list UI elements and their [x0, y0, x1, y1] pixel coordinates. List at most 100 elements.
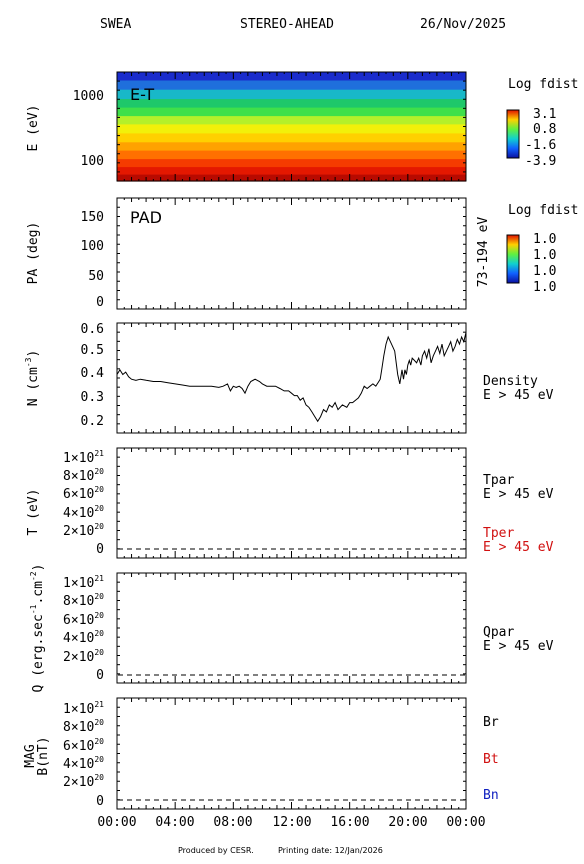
pa-axis-label: PA (deg) — [26, 222, 41, 285]
b-tick-label: 4×1020 — [63, 755, 104, 772]
energy-time-label: E-T — [130, 85, 154, 104]
pad-colorbar-label: 1.0 — [533, 232, 556, 247]
energy-band — [117, 107, 466, 117]
qpar-label: Qpar — [483, 625, 514, 640]
br-label: Br — [483, 715, 499, 730]
b-tick-label: 8×1020 — [63, 718, 104, 735]
pad-colorbar — [506, 234, 520, 284]
axis-ticks — [116, 72, 467, 809]
tpar-label: Tpar — [483, 473, 514, 488]
q-tick-label: 6×1020 — [63, 611, 104, 628]
q-tick-label: 0 — [96, 668, 104, 683]
q-tick-label: 4×1020 — [63, 629, 104, 646]
density-tick-label: 0.3 — [81, 390, 104, 405]
et-colorbar-label: -3.9 — [525, 154, 556, 169]
et-colorbar — [506, 109, 520, 159]
heat-flux-frame — [116, 572, 467, 684]
b-axis-label: B(nT) — [36, 736, 51, 775]
pa-tick-label: 50 — [88, 269, 104, 284]
et-colorbar-label: 0.8 — [533, 122, 556, 137]
pad-colorbar-label: 1.0 — [533, 264, 556, 279]
heat-flux-panel: 1×1021 8×1020 6×1020 4×1020 2×1020 0 Q (… — [29, 564, 554, 693]
pitch-angle-frame — [116, 197, 467, 310]
energy-band — [117, 150, 466, 160]
t-tick-label: 0 — [96, 542, 104, 557]
energy-axis-label: E (eV) — [26, 105, 41, 152]
footer-producer: Produced by CESR. — [178, 846, 254, 855]
q-tick-label: 1×1021 — [63, 574, 104, 591]
pad-colorbar-label: 1.0 — [533, 280, 556, 295]
instrument-title: SWEA — [100, 17, 131, 32]
energy-band — [117, 167, 466, 176]
energy-time-spectrogram — [117, 72, 466, 182]
heat-flux-axis-label: Q (erg.sec-1.cm-2) — [29, 564, 46, 693]
qpar-energy-label: E > 45 eV — [483, 639, 554, 654]
energy-time-panel: E-T 1000 100 E (eV) Log fdist 3.1 0.8 -1… — [26, 71, 578, 182]
time-tick-label: 20:00 — [388, 815, 427, 830]
temperature-tick-labels: 1×1021 8×1020 6×1020 4×1020 2×1020 0 — [63, 449, 104, 557]
pa-energy-range-label: 73-194 eV — [476, 217, 491, 288]
pa-tick-label: 0 — [96, 295, 104, 310]
t-tick-label: 1×1021 — [63, 449, 104, 466]
b-tick-label: 0 — [96, 794, 104, 809]
t-tick-label: 4×1020 — [63, 504, 104, 521]
density-series-label: Density — [483, 374, 538, 389]
time-axis: 00:00 04:00 08:00 12:00 16:00 20:00 00:0… — [97, 815, 485, 830]
pa-tick-label: 100 — [81, 239, 104, 254]
spacecraft-title: STEREO-AHEAD — [240, 17, 334, 32]
energy-band — [117, 89, 466, 100]
energy-band — [117, 124, 466, 135]
et-colorbar-label: 3.1 — [533, 107, 556, 122]
q-tick-label: 2×1020 — [63, 648, 104, 665]
pad-colorbar-title: Log fdist — [508, 203, 578, 218]
temperature-axis-label: T (eV) — [26, 489, 41, 536]
et-colorbar-label: -1.6 — [525, 138, 556, 153]
time-tick-label: 08:00 — [213, 815, 252, 830]
time-tick-label: 12:00 — [272, 815, 311, 830]
energy-band — [117, 142, 466, 152]
temperature-panel: 1×1021 8×1020 6×1020 4×1020 2×1020 0 T (… — [26, 447, 554, 559]
density-tick-label: 0.5 — [81, 343, 104, 358]
pitch-angle-panel: PAD 150 100 50 0 PA (deg) 73-194 eV Log … — [26, 197, 578, 310]
energy-tick-label: 1000 — [73, 89, 104, 104]
t-tick-label: 6×1020 — [63, 485, 104, 502]
energy-band — [117, 99, 466, 109]
energy-band — [117, 159, 466, 168]
density-tick-label: 0.4 — [81, 366, 105, 381]
density-series-line — [116, 332, 467, 423]
pad-colorbar-label: 1.0 — [533, 248, 556, 263]
pa-tick-label: 150 — [81, 210, 104, 225]
density-tick-label: 0.6 — [81, 322, 104, 337]
energy-band — [117, 116, 466, 125]
temperature-frame — [116, 447, 467, 559]
q-tick-label: 8×1020 — [63, 592, 104, 609]
footer-print-date: Printing date: 12/Jan/2026 — [278, 846, 383, 855]
b-tick-label: 6×1020 — [63, 737, 104, 754]
time-tick-label: 16:00 — [330, 815, 369, 830]
density-tick-label: 0.2 — [81, 414, 104, 429]
t-tick-label: 8×1020 — [63, 467, 104, 484]
density-energy-label: E > 45 eV — [483, 388, 554, 403]
magnetic-frame — [116, 697, 467, 810]
time-tick-label: 04:00 — [155, 815, 194, 830]
heat-flux-tick-labels: 1×1021 8×1020 6×1020 4×1020 2×1020 0 — [63, 574, 104, 683]
tper-label: Tper — [483, 526, 514, 541]
tpar-energy-label: E > 45 eV — [483, 487, 554, 502]
b-tick-label: 2×1020 — [63, 773, 104, 790]
pitch-angle-label: PAD — [130, 208, 162, 227]
magnetic-tick-labels: 1×1021 8×1020 6×1020 4×1020 2×1020 0 — [63, 700, 104, 809]
et-colorbar-title: Log fdist — [508, 77, 578, 92]
density-frame — [116, 322, 467, 434]
bt-label: Bt — [483, 752, 499, 767]
time-tick-label: 00:00 — [97, 815, 136, 830]
b-tick-label: 1×1021 — [63, 700, 104, 717]
t-tick-label: 2×1020 — [63, 522, 104, 539]
density-axis-label: N (cm-3) — [24, 350, 41, 407]
density-panel: 0.6 0.5 0.4 0.3 0.2 N (cm-3) Density E >… — [24, 322, 554, 434]
date-title: 26/Nov/2025 — [420, 17, 506, 32]
magnetic-panel: 1×1021 8×1020 6×1020 4×1020 2×1020 0 MAG… — [23, 697, 499, 810]
time-tick-label: 00:00 — [446, 815, 485, 830]
energy-band — [117, 80, 466, 91]
energy-tick-label: 100 — [81, 154, 104, 169]
